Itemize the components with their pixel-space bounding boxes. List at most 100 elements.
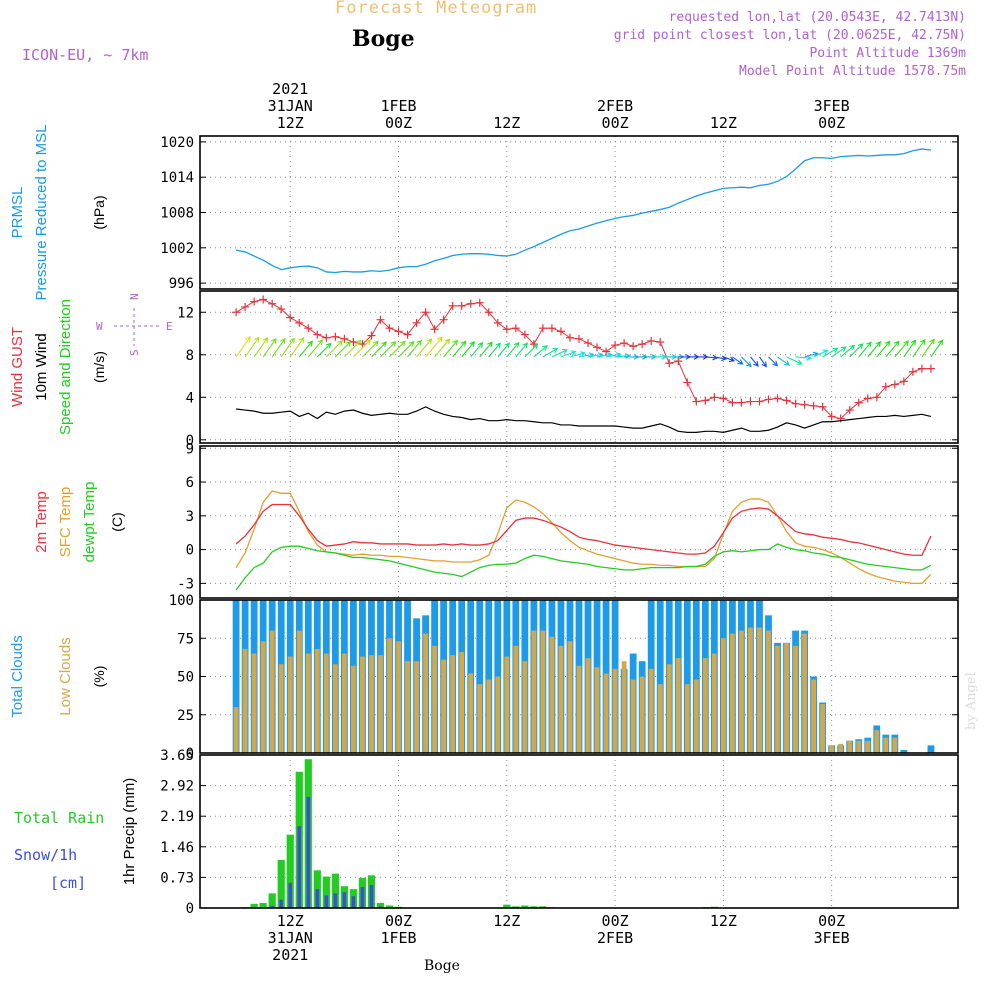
low-cloud-bar bbox=[657, 684, 663, 753]
y-tick-label: 6 bbox=[186, 475, 194, 491]
gust-marker bbox=[728, 398, 737, 407]
axis-label: Wind GUST bbox=[9, 327, 26, 407]
dewpt-line bbox=[235, 543, 932, 591]
panel-temperature: -3 0 3 6 9 2m Temp SFC Temp dewpt Temp (C) bbox=[33, 441, 959, 599]
gust-marker bbox=[593, 343, 602, 352]
wind-arrow bbox=[416, 338, 433, 358]
units-label: (m/s) bbox=[91, 351, 107, 383]
gust-marker bbox=[259, 295, 268, 304]
low-cloud-bar bbox=[811, 679, 817, 753]
wind-arrow bbox=[912, 338, 926, 358]
gust-marker bbox=[899, 377, 908, 386]
low-cloud-bar bbox=[558, 645, 564, 753]
gust-marker bbox=[277, 305, 286, 314]
gust-marker bbox=[845, 406, 854, 415]
gust-line bbox=[235, 298, 931, 420]
axis-label: Total Clouds bbox=[9, 635, 26, 718]
y-tick-label: -3 bbox=[177, 576, 194, 592]
wind-arrow bbox=[362, 340, 379, 358]
panel-frame bbox=[199, 135, 959, 290]
gust-marker bbox=[439, 315, 448, 324]
gust-marker bbox=[448, 301, 457, 310]
requested-coords: requested lon,lat (20.0543E, 42.7413N) bbox=[668, 10, 966, 25]
gust-marker bbox=[800, 400, 809, 409]
wind-arrow bbox=[506, 341, 520, 358]
wind-arrow bbox=[371, 341, 387, 358]
rain-bar bbox=[331, 873, 339, 908]
rain-bar bbox=[250, 903, 258, 908]
model-label: ICON-EU, ~ 7km bbox=[22, 46, 149, 64]
gust-marker bbox=[466, 299, 475, 308]
y-tick-label: 4 bbox=[186, 390, 194, 406]
y-tick-label: 0 bbox=[186, 746, 194, 762]
rain-bar bbox=[277, 859, 285, 908]
snow-bar bbox=[333, 893, 338, 908]
top-time-label: 12Z bbox=[277, 114, 304, 132]
grid-point-coords: grid point closest lon,lat (20.0625E, 42… bbox=[613, 28, 966, 43]
gust-marker bbox=[232, 308, 241, 317]
low-cloud-bar bbox=[739, 630, 744, 753]
low-cloud-bar bbox=[504, 656, 510, 753]
wind-arrow bbox=[398, 340, 415, 358]
bottom-time-label: 00Z bbox=[385, 912, 412, 930]
wind-arrow bbox=[732, 356, 744, 365]
low-cloud-bar bbox=[269, 630, 275, 753]
gust-marker bbox=[602, 347, 611, 356]
rain-bar bbox=[322, 876, 330, 908]
snow-bar bbox=[279, 899, 284, 908]
gust-marker bbox=[818, 402, 827, 411]
low-cloud-bar bbox=[486, 679, 492, 753]
y-tick-label: 1.46 bbox=[160, 840, 194, 856]
low-cloud-bar bbox=[441, 659, 447, 753]
low-cloud-bar bbox=[702, 658, 708, 753]
wind-arrow bbox=[615, 353, 631, 359]
y-tick-label: 1020 bbox=[160, 135, 194, 151]
gust-marker bbox=[313, 330, 322, 339]
wind-arrow bbox=[407, 339, 423, 358]
low-cloud-bar bbox=[414, 661, 419, 753]
low-cloud-bar bbox=[630, 679, 636, 753]
low-cloud-bar bbox=[278, 664, 284, 753]
low-cloud-bar bbox=[829, 745, 835, 753]
y-tick-label: 25 bbox=[177, 708, 194, 724]
y-tick-label: 0 bbox=[186, 433, 194, 449]
units-label: (C) bbox=[109, 512, 125, 531]
wind-arrow bbox=[443, 339, 459, 358]
pressure-line bbox=[235, 148, 932, 274]
low-cloud-bar bbox=[423, 633, 428, 753]
y-tick-label: 996 bbox=[169, 276, 194, 292]
y-tick-label: 1002 bbox=[160, 241, 194, 257]
bottom-time-label: 1FEB bbox=[380, 929, 416, 947]
gust-marker bbox=[547, 324, 556, 333]
gust-marker bbox=[584, 339, 593, 348]
gust-marker bbox=[863, 394, 872, 403]
gust-marker bbox=[331, 332, 340, 341]
bottom-time-label: 31JAN bbox=[268, 929, 313, 947]
wind-arrow bbox=[271, 337, 286, 358]
wind-arrow bbox=[569, 351, 586, 358]
low-cloud-bar bbox=[251, 653, 257, 753]
gust-marker bbox=[665, 359, 674, 368]
panel-frame bbox=[199, 754, 959, 909]
gust-marker bbox=[520, 330, 529, 339]
y-tick-label: 9 bbox=[186, 441, 194, 457]
low-cloud-bar bbox=[892, 737, 898, 753]
wind-arrow bbox=[325, 340, 344, 358]
wind-arrow bbox=[822, 347, 839, 358]
rain-bar bbox=[539, 906, 547, 908]
low-cloud-bar bbox=[820, 704, 826, 753]
gust-marker bbox=[917, 364, 926, 373]
gust-marker bbox=[394, 327, 403, 336]
low-cloud-bar bbox=[775, 645, 780, 753]
wind-arrow bbox=[849, 343, 864, 358]
snow-bar bbox=[270, 905, 274, 908]
gust-marker bbox=[556, 327, 565, 336]
rain-bar bbox=[385, 905, 394, 908]
wind-arrow bbox=[343, 339, 362, 358]
bottom-time-label: 12Z bbox=[493, 912, 520, 930]
wind-arrow bbox=[840, 344, 856, 358]
low-cloud-bar bbox=[305, 653, 311, 753]
gust-marker bbox=[926, 364, 935, 373]
total-cloud-bar bbox=[476, 600, 484, 753]
axis-label: Pressure Reduced to MSL bbox=[33, 125, 50, 301]
